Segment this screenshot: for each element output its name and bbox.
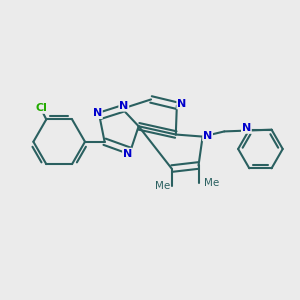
Text: Me: Me: [204, 178, 219, 188]
Text: Cl: Cl: [35, 103, 47, 113]
Text: N: N: [242, 123, 251, 133]
Text: N: N: [123, 148, 132, 158]
Text: N: N: [119, 101, 128, 111]
Text: N: N: [93, 108, 102, 118]
Text: Me: Me: [155, 181, 171, 191]
Text: N: N: [203, 130, 212, 141]
Text: N: N: [177, 99, 186, 109]
